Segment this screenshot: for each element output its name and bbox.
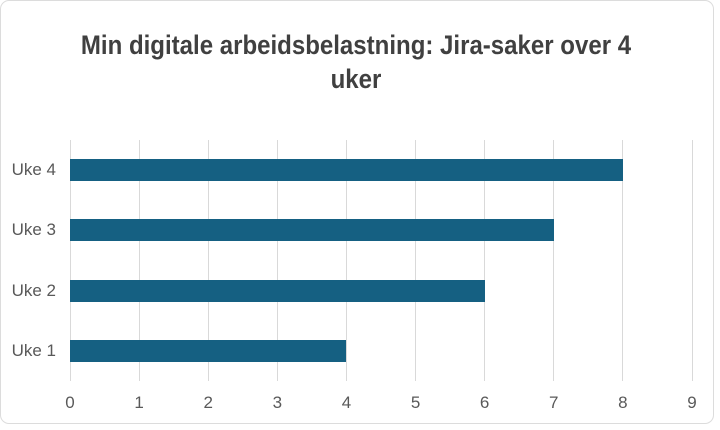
gridline-x-0 [69, 140, 71, 381]
x-tick-label-0: 0 [65, 393, 75, 412]
gridline-x-1 [138, 140, 140, 381]
bar-uke-1 [70, 339, 347, 362]
x-tick-label-1: 1 [134, 393, 144, 412]
category-label: Uke 2 [11, 280, 56, 300]
category-label: Uke 1 [11, 340, 56, 360]
x-tick-label-7: 7 [549, 393, 559, 412]
gridline-x-8 [622, 140, 624, 381]
x-tick-label-8: 8 [618, 393, 628, 412]
gridline-x-3 [276, 140, 278, 381]
gridline-x-9 [691, 140, 693, 381]
x-tick-label-9: 9 [687, 393, 697, 412]
bar-uke-4 [70, 159, 623, 182]
gridline-x-6 [484, 140, 486, 381]
x-tick-label-4: 4 [341, 393, 352, 412]
category-label: Uke 4 [11, 160, 56, 180]
x-tick-label-6: 6 [479, 393, 490, 412]
bar-uke-2 [70, 279, 485, 302]
gridline-x-5 [415, 140, 417, 381]
gridline-x-4 [345, 140, 347, 381]
chart-title: Min digitale arbeidsbelastning: Jira-sak… [80, 30, 632, 94]
gridline-x-7 [553, 140, 555, 381]
category-label: Uke 3 [11, 220, 56, 240]
bar-uke-3 [70, 219, 554, 242]
x-tick-label-2: 2 [203, 393, 213, 412]
x-tick-label-3: 3 [272, 393, 283, 412]
x-tick-label-5: 5 [410, 393, 421, 412]
gridline-x-2 [207, 140, 209, 381]
